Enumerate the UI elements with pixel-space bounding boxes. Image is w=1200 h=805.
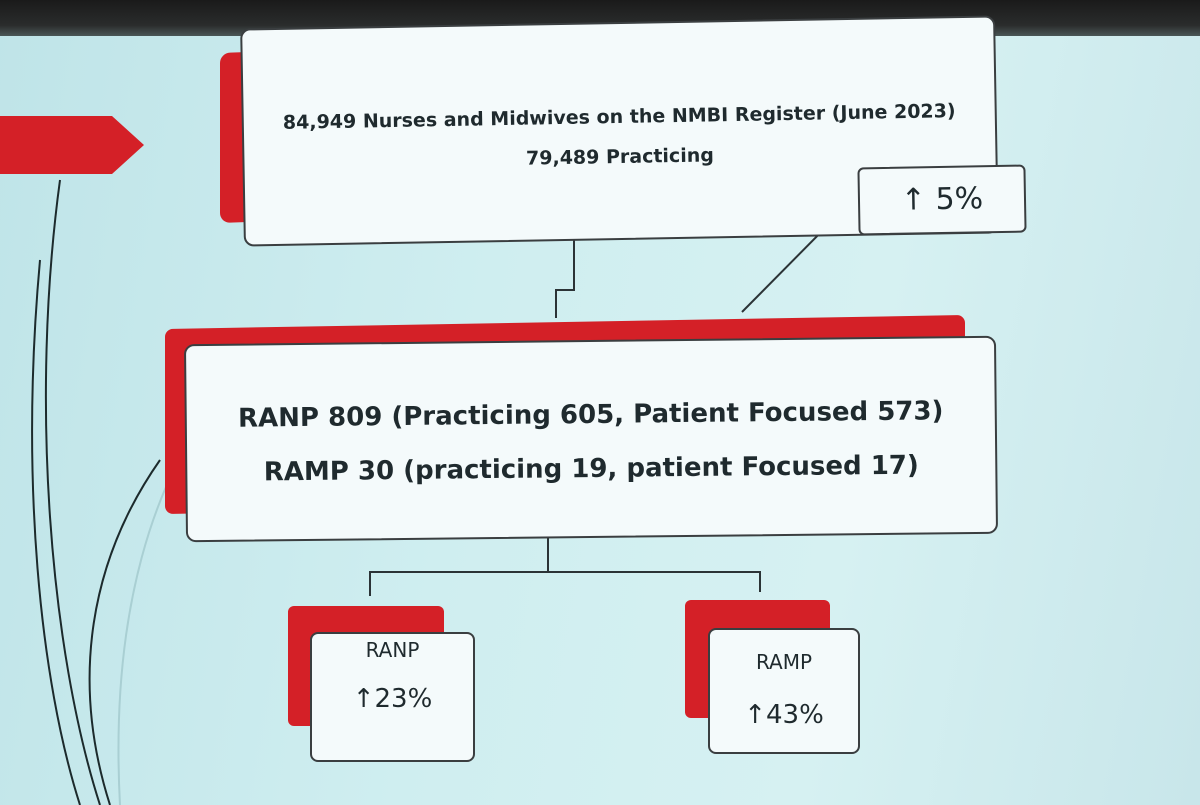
ranp-growth-value: ↑23% bbox=[352, 684, 433, 714]
connector-top-to-middle bbox=[555, 236, 575, 318]
ramp-label: RAMP bbox=[755, 650, 813, 674]
connector-middle-to-ramp bbox=[548, 571, 761, 592]
deco-curve-3 bbox=[88, 459, 161, 805]
ranp-summary-text: RANP 809 (Practicing 605, Patient Focuse… bbox=[237, 396, 944, 434]
ramp-growth-value: ↑43% bbox=[744, 700, 824, 730]
ranp-label: RANP bbox=[365, 638, 420, 662]
deco-arrow-shape bbox=[0, 116, 144, 174]
deco-curve-2 bbox=[31, 259, 81, 805]
ramp-growth-box: RAMP ↑43% bbox=[708, 628, 860, 754]
growth-badge-text: ↑ 5% bbox=[900, 181, 984, 218]
ranp-growth-box: RANP ↑23% bbox=[310, 632, 475, 762]
connector-middle-to-ranp bbox=[369, 537, 549, 596]
register-total-text: 84,949 Nurses and Midwives on the NMBI R… bbox=[282, 100, 956, 134]
ramp-summary-text: RAMP 30 (practicing 19, patient Focused … bbox=[263, 450, 919, 488]
deco-curve-1 bbox=[44, 179, 101, 805]
growth-badge: ↑ 5% bbox=[857, 164, 1027, 236]
ranp-ramp-summary-box: RANP 809 (Practicing 605, Patient Focuse… bbox=[183, 335, 999, 543]
